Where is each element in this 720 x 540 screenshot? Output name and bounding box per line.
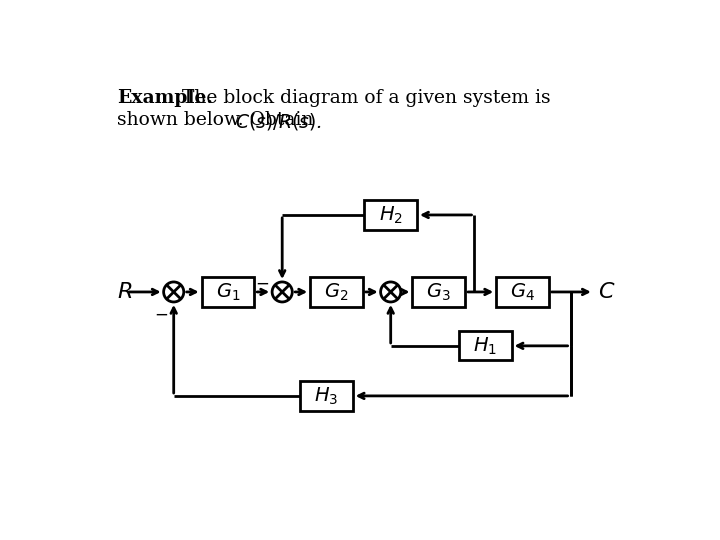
Bar — [300, 381, 353, 410]
Text: $R$: $R$ — [117, 281, 132, 303]
Bar — [413, 278, 465, 307]
Bar — [310, 278, 363, 307]
Bar — [496, 278, 549, 307]
Text: $G_1$: $G_1$ — [216, 281, 240, 302]
Text: $G_3$: $G_3$ — [426, 281, 451, 302]
Circle shape — [272, 282, 292, 302]
Text: $H_1$: $H_1$ — [473, 335, 498, 356]
Bar — [459, 331, 512, 361]
Bar — [364, 200, 417, 230]
Circle shape — [163, 282, 184, 302]
Text: $G_2$: $G_2$ — [324, 281, 348, 302]
Text: The block diagram of a given system is: The block diagram of a given system is — [176, 90, 551, 107]
Text: shown below. Obtain: shown below. Obtain — [117, 111, 320, 129]
Text: $H_3$: $H_3$ — [314, 385, 338, 407]
Bar — [202, 278, 254, 307]
Text: $G_4$: $G_4$ — [510, 281, 535, 302]
Text: Example.: Example. — [117, 90, 213, 107]
Text: $C(s)/R(s)$.: $C(s)/R(s)$. — [235, 111, 322, 132]
Text: $-$: $-$ — [154, 306, 168, 323]
Text: $-$: $-$ — [255, 275, 269, 292]
Text: $H_2$: $H_2$ — [379, 204, 402, 226]
Circle shape — [381, 282, 401, 302]
Text: $C$: $C$ — [598, 281, 615, 303]
